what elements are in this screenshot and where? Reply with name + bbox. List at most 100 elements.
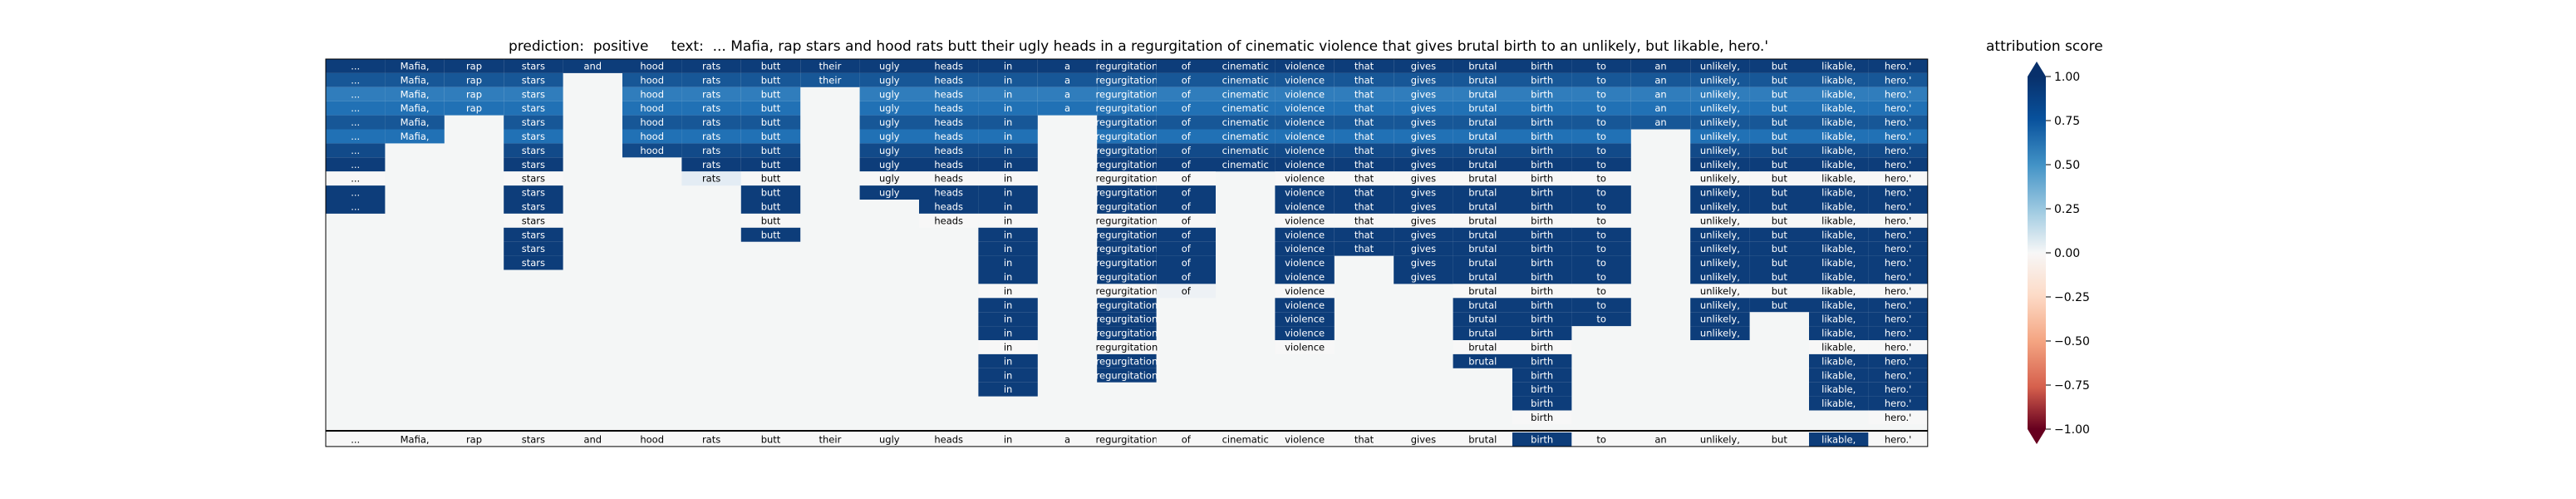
- heatmap-token-label: stars: [522, 187, 545, 199]
- heatmap-cell: [859, 101, 919, 116]
- heatmap-cell: [1453, 227, 1512, 242]
- heatmap-token-label: cinematic: [1222, 60, 1269, 72]
- heatmap-token-label: unlikely,: [1700, 314, 1740, 325]
- heatmap-cell: [1453, 269, 1512, 284]
- heatmap-token-label: hero.': [1885, 341, 1912, 353]
- heatmap-token-label: unlikely,: [1700, 74, 1740, 86]
- heatmap-token-label: birth: [1531, 88, 1553, 100]
- heatmap-token-label: in: [1004, 215, 1012, 226]
- heatmap-cell: [978, 353, 1038, 368]
- heatmap-token-label: of: [1182, 215, 1192, 226]
- heatmap-cell: [740, 59, 801, 73]
- heatmap-token-label: brutal: [1468, 60, 1497, 72]
- heatmap-token-label: Mafia,: [401, 74, 430, 86]
- heatmap-token-label: a: [1064, 74, 1070, 86]
- heatmap-cell: [1097, 326, 1157, 340]
- heatmap-token-label: brutal: [1468, 229, 1497, 240]
- heatmap-cell: [740, 185, 801, 200]
- heatmap-cell: [1690, 326, 1750, 340]
- heatmap-cell: [1571, 129, 1631, 144]
- heatmap-cell: [978, 340, 1038, 354]
- heatmap-cell: [1394, 143, 1453, 158]
- heatmap-cell: [1809, 382, 1869, 397]
- heatmap-cell: [1571, 213, 1631, 228]
- heatmap-cell: [1868, 353, 1928, 368]
- heatmap-token-label: stars: [522, 116, 545, 128]
- heatmap-token-label: gives: [1411, 215, 1436, 226]
- heatmap-cell: [1749, 115, 1809, 130]
- heatmap-token-label: that: [1354, 243, 1374, 254]
- final-row-cell: [1809, 432, 1869, 447]
- heatmap-token-label: regurgitation: [1096, 341, 1158, 353]
- heatmap-cell: [1097, 143, 1157, 158]
- heatmap-cell: [1275, 59, 1335, 73]
- heatmap-token-label: butt: [761, 145, 781, 156]
- heatmap-cell: [1334, 115, 1394, 130]
- final-row-cell: [859, 432, 919, 447]
- heatmap-cell: [1749, 143, 1809, 158]
- heatmap-cell: [1512, 213, 1572, 228]
- heatmap-token-label: unlikely,: [1700, 60, 1740, 72]
- heatmap-cell: [1571, 72, 1631, 87]
- heatmap-token-label: but: [1772, 257, 1788, 269]
- heatmap-cell: [978, 129, 1038, 144]
- heatmap-token-label: birth: [1531, 116, 1553, 128]
- heatmap-cell: [1453, 59, 1512, 73]
- heatmap-token-label: in: [1004, 355, 1012, 367]
- heatmap-token-label: to: [1596, 88, 1606, 100]
- heatmap-token-label: to: [1596, 187, 1606, 199]
- heatmap-cell: [622, 72, 682, 87]
- heatmap-cell: [1512, 410, 1572, 425]
- heatmap-token-label: likable,: [1821, 285, 1856, 297]
- heatmap-token-label: regurgitation: [1096, 60, 1158, 72]
- heatmap-token-label: heads: [934, 187, 963, 199]
- heatmap-cell: [1512, 227, 1572, 242]
- heatmap-cell: [1453, 340, 1512, 354]
- heatmap-cell: [978, 143, 1038, 158]
- heatmap-cell: [1571, 200, 1631, 214]
- heatmap-token-label: to: [1596, 173, 1606, 185]
- heatmap-cell: [1749, 185, 1809, 200]
- heatmap-token-label: brutal: [1468, 187, 1497, 199]
- heatmap-cell: [1690, 115, 1750, 130]
- heatmap-cell: [1868, 185, 1928, 200]
- heatmap-cell: [919, 213, 979, 228]
- heatmap-token-label: hero.': [1885, 131, 1912, 142]
- heatmap-cell: [1690, 157, 1750, 172]
- final-row-token-label: heads: [934, 433, 963, 445]
- heatmap-token-label: to: [1596, 215, 1606, 226]
- heatmap-cell: [1037, 72, 1098, 87]
- heatmap-cell: [1275, 326, 1335, 340]
- heatmap-cell: [1512, 72, 1572, 87]
- heatmap-token-label: hood: [640, 145, 664, 156]
- heatmap-cell: [1097, 340, 1157, 354]
- heatmap-token-label: cinematic: [1222, 159, 1269, 170]
- heatmap-token-label: likable,: [1821, 243, 1856, 254]
- heatmap-cell: [1512, 255, 1572, 270]
- heatmap-cell: [859, 72, 919, 87]
- heatmap-cell: [444, 59, 504, 73]
- final-row-cell: [622, 432, 682, 447]
- heatmap-token-label: stars: [522, 60, 545, 72]
- heatmap-token-label: likable,: [1821, 299, 1856, 311]
- heatmap-token-label: likable,: [1821, 145, 1856, 156]
- heatmap-token-label: to: [1596, 159, 1606, 170]
- heatmap-cell: [1334, 213, 1394, 228]
- heatmap-token-label: gives: [1411, 88, 1436, 100]
- heatmap-token-label: cinematic: [1222, 88, 1269, 100]
- heatmap-cell: [1571, 59, 1631, 73]
- heatmap-token-label: in: [1004, 328, 1012, 339]
- heatmap-cell: [1749, 284, 1809, 299]
- heatmap-token-label: ugly: [879, 88, 900, 100]
- heatmap-cell: [740, 129, 801, 144]
- heatmap-token-label: butt: [761, 116, 781, 128]
- heatmap-token-label: unlikely,: [1700, 328, 1740, 339]
- heatmap-token-label: birth: [1531, 60, 1553, 72]
- heatmap-cell: [800, 59, 860, 73]
- heatmap-cell: [1809, 115, 1869, 130]
- heatmap-token-label: likable,: [1821, 159, 1856, 170]
- heatmap-cell: [1275, 241, 1335, 256]
- heatmap-cell: [681, 72, 741, 87]
- heatmap-token-label: heads: [934, 200, 963, 212]
- heatmap-token-label: but: [1772, 116, 1788, 128]
